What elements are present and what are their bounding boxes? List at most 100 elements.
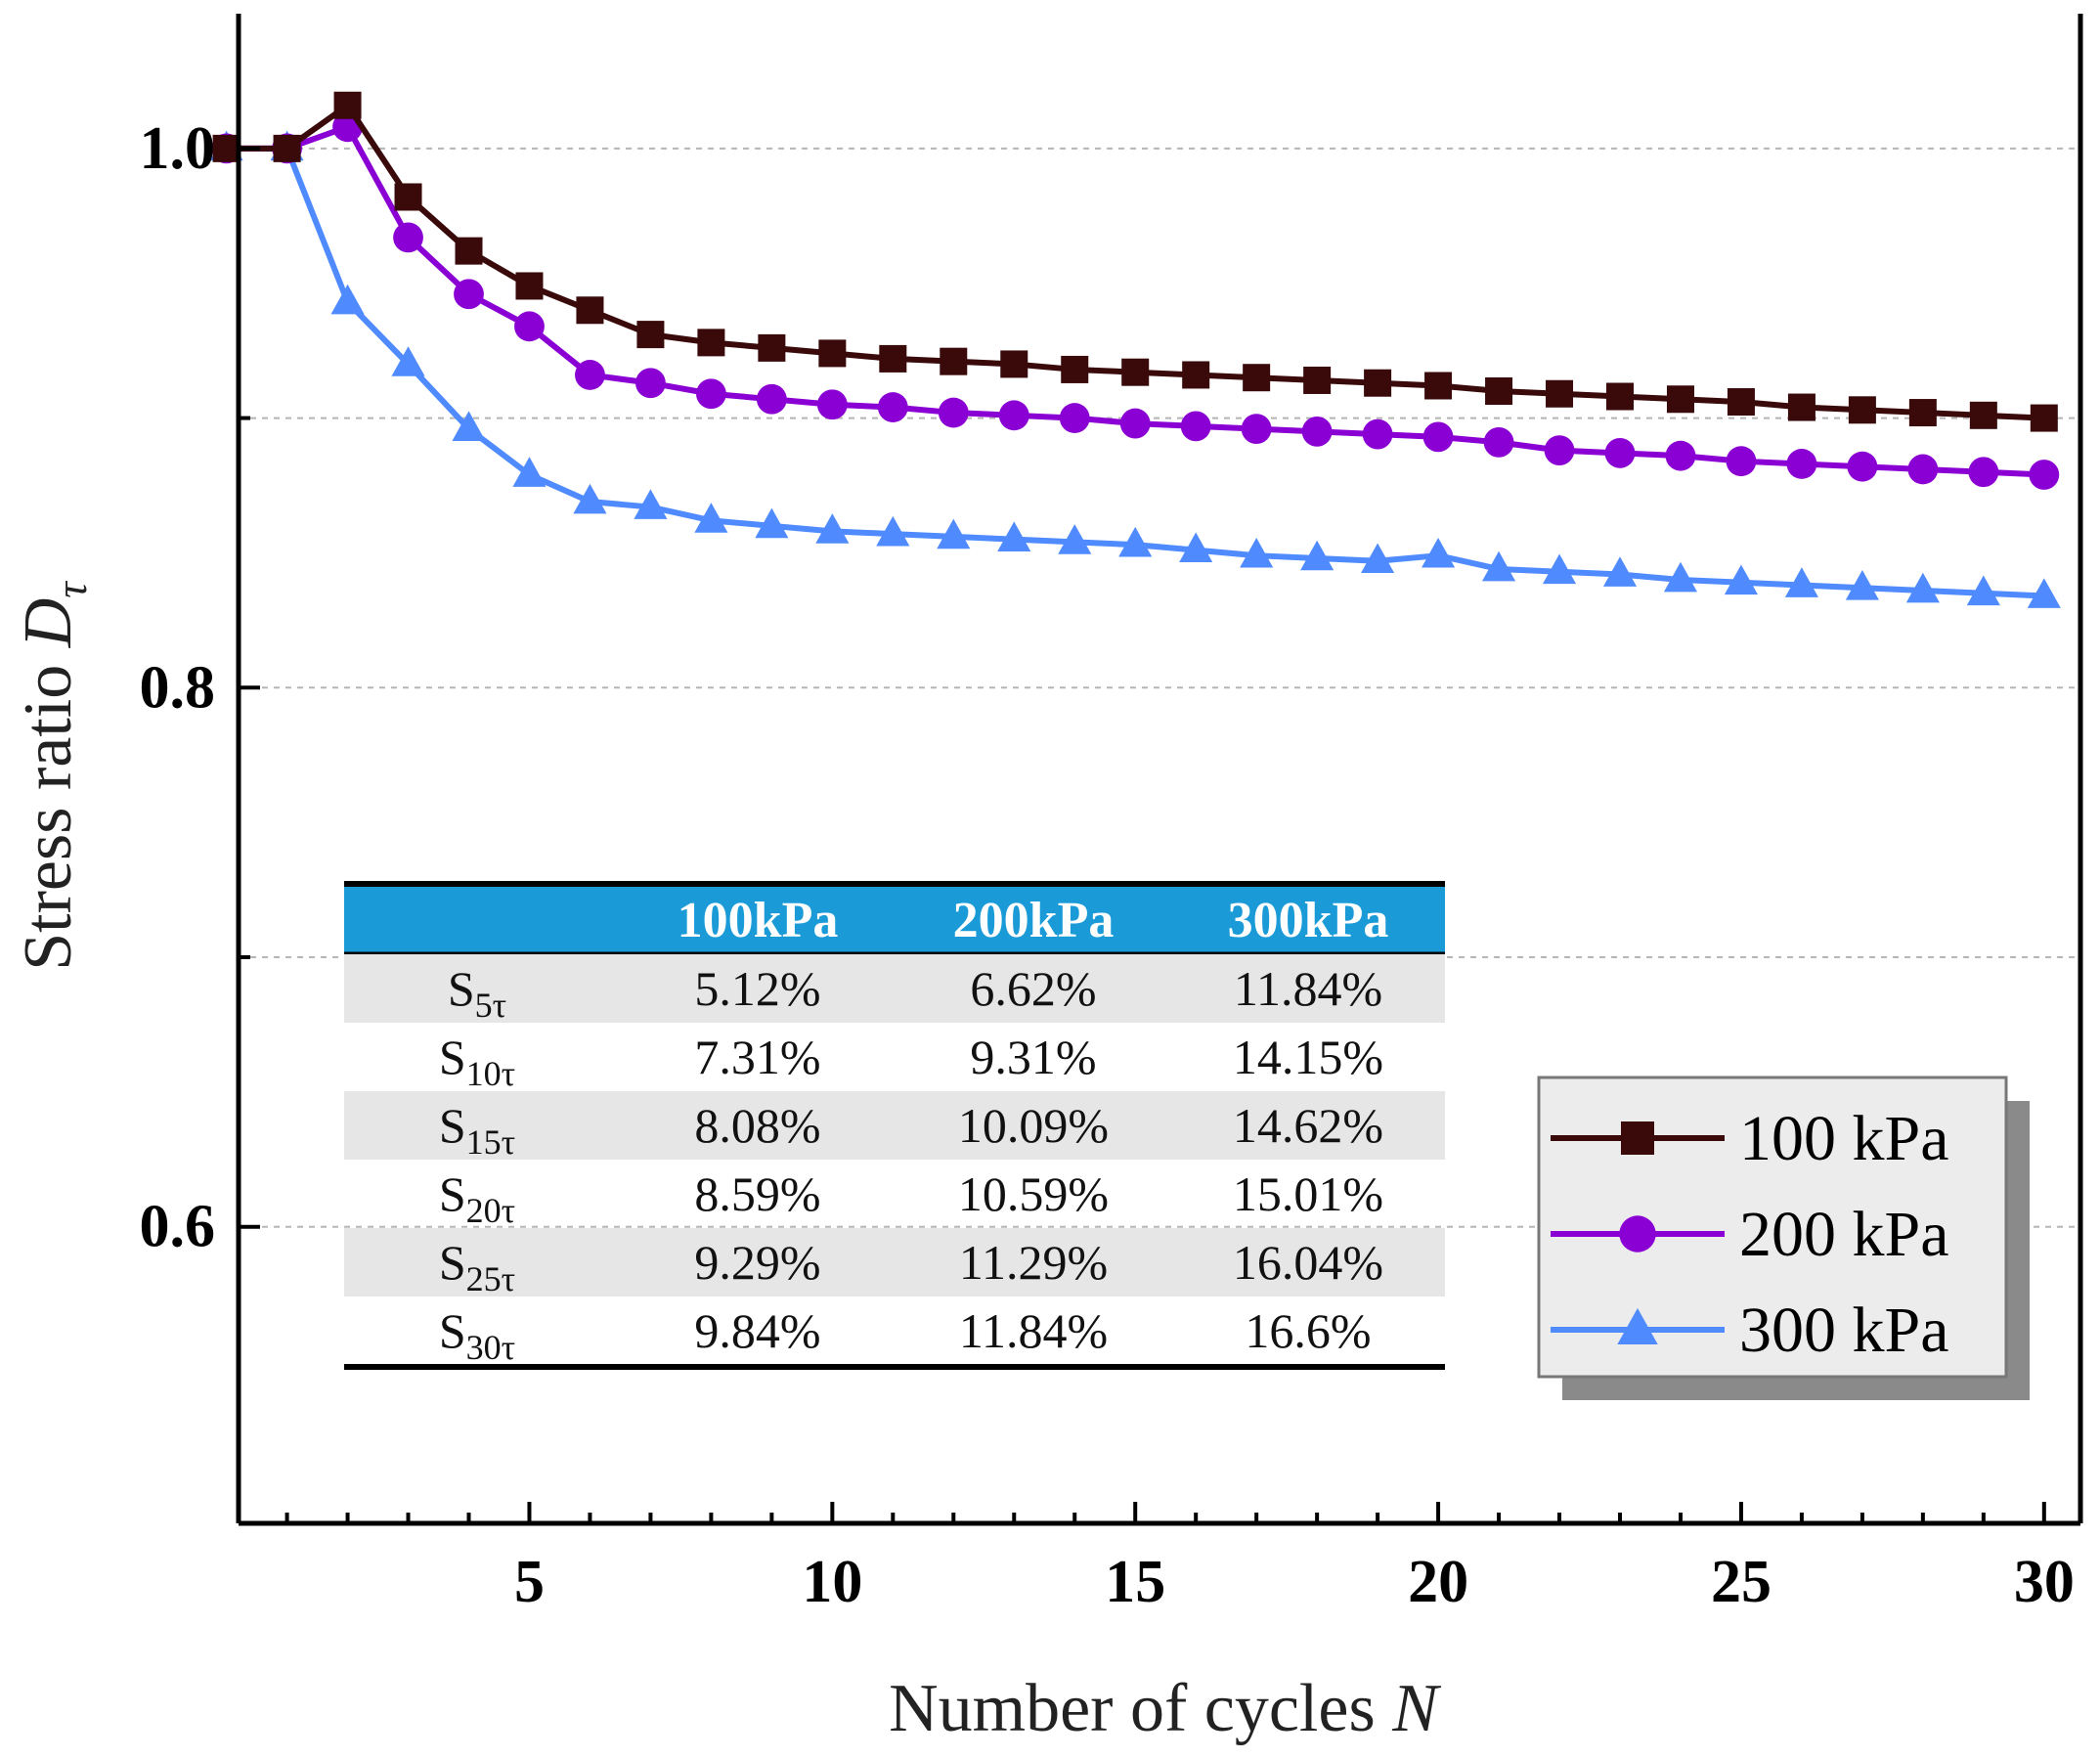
table-cell: 11.29% [959, 1235, 1108, 1290]
data-point [695, 378, 726, 410]
table-cell: 16.04% [1233, 1235, 1383, 1290]
y-tick-label: 1.0 [140, 115, 216, 182]
table-cell: 16.6% [1245, 1303, 1371, 1358]
data-point [1424, 372, 1453, 400]
table-column-header: 300kPa [1228, 893, 1389, 948]
data-point [512, 457, 547, 487]
data-point [1182, 361, 1210, 389]
data-point [998, 400, 1029, 431]
data-point [1786, 449, 1817, 479]
data-point [514, 311, 545, 342]
table-cell: 11.84% [1234, 961, 1382, 1016]
data-point [2029, 460, 2060, 490]
data-point [576, 296, 604, 325]
data-point [1364, 369, 1392, 397]
data-point [1241, 414, 1272, 444]
data-point [1848, 396, 1876, 424]
x-tick-label: 15 [1105, 1549, 1165, 1615]
data-point [212, 134, 241, 162]
data-point [1787, 393, 1816, 421]
data-point [1726, 446, 1757, 477]
data-point [575, 360, 605, 390]
data-point [879, 344, 907, 373]
table-row-label: S5τ [448, 961, 506, 1025]
table-cell: 6.62% [970, 961, 1096, 1016]
data-point [697, 329, 725, 357]
data-point [636, 321, 665, 349]
data-point [1300, 540, 1334, 571]
data-point [937, 518, 971, 549]
table-cell: 9.31% [970, 1030, 1096, 1084]
table-row-stripe [344, 1228, 1445, 1297]
data-point [876, 515, 910, 547]
data-point [1665, 440, 1696, 471]
data-point [755, 507, 789, 539]
data-point [1483, 426, 1514, 458]
data-point [997, 521, 1031, 551]
data-point [1362, 418, 1393, 450]
axes [236, 14, 2083, 1526]
table-cell: 8.08% [694, 1098, 820, 1153]
data-point [1847, 451, 1878, 482]
legend-label: 100 kPa [1739, 1103, 1949, 1174]
series-100-kpa [212, 91, 2058, 432]
y-axis-title: Stress ratio Dτ [11, 581, 96, 971]
data-point [1240, 537, 1274, 568]
data-point [2030, 404, 2058, 432]
data-point [2027, 578, 2061, 608]
data-point [938, 397, 969, 428]
table-cell: 7.31% [694, 1030, 820, 1084]
x-tick-label: 5 [514, 1549, 545, 1615]
data-point [1121, 358, 1150, 386]
data-point [1724, 564, 1758, 595]
series-200-kpa [211, 111, 2060, 490]
data-point [1663, 561, 1698, 593]
data-point [1606, 382, 1634, 411]
data-point [756, 383, 787, 415]
data-point [1544, 435, 1575, 466]
data-point [1968, 457, 1999, 488]
table-column-header: 200kPa [953, 893, 1115, 948]
data-point [1058, 524, 1092, 554]
table-cell: 10.09% [958, 1098, 1109, 1153]
data-point [1604, 438, 1636, 468]
data-point [1061, 355, 1089, 383]
table-cell: 14.15% [1233, 1030, 1383, 1084]
y-tick-label: 0.8 [140, 654, 216, 721]
data-point [1361, 543, 1395, 574]
data-point [1301, 416, 1333, 447]
table-row-stripe [344, 1091, 1445, 1160]
legend-label: 300 kPa [1739, 1295, 1949, 1366]
y-tick-label: 0.6 [140, 1194, 216, 1260]
data-point [573, 483, 607, 514]
x-tick-label: 20 [1408, 1549, 1468, 1615]
table-cell: 10.59% [958, 1166, 1109, 1221]
data-point [940, 347, 968, 375]
table-row-label: S10τ [439, 1030, 515, 1093]
table-cell: 9.29% [694, 1235, 820, 1290]
data-point [1422, 537, 1456, 568]
data-point [1059, 403, 1090, 433]
table-cell: 9.84% [694, 1303, 820, 1358]
data-point [515, 272, 544, 300]
data-point [1907, 454, 1939, 485]
data-point [273, 134, 301, 162]
table-row-label: S20τ [439, 1166, 515, 1230]
data-point [1179, 532, 1213, 563]
data-point [394, 183, 422, 211]
table-row-label: S25τ [439, 1235, 515, 1298]
data-point [330, 284, 365, 315]
data-point [1602, 556, 1638, 587]
table-cell: 15.01% [1233, 1166, 1383, 1221]
legend-item-300-kpa: 300 kPa [1551, 1295, 1949, 1366]
legend-label: 200 kPa [1739, 1199, 1949, 1270]
data-point [1666, 385, 1694, 414]
table-column-header: 100kPa [678, 893, 839, 948]
table-cell: 14.62% [1233, 1098, 1383, 1153]
data-point [1422, 421, 1454, 453]
data-point [635, 368, 666, 399]
data-series [209, 91, 2061, 608]
data-point [1542, 553, 1577, 585]
data-point [1119, 408, 1151, 439]
